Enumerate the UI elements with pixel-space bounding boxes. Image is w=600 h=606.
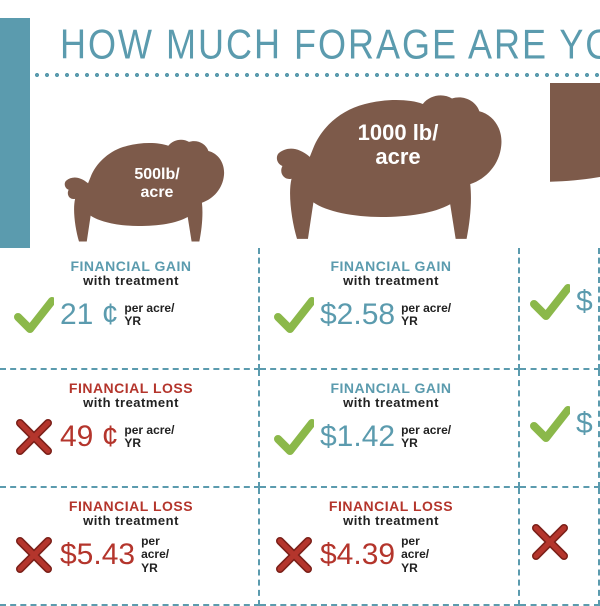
cross-icon (274, 535, 314, 575)
per-label: per acre/YR (124, 424, 174, 450)
amount: 49 ¢ (60, 420, 118, 454)
cell-r2-c1: FINANCIAL LOSSwith treatment $4.39peracre… (260, 488, 520, 606)
per-label: per acre/YR (401, 424, 451, 450)
amount: $1.42 (320, 420, 395, 454)
per-label: peracre/YR (141, 535, 169, 575)
amount: $5.43 (60, 538, 135, 572)
cell-r2-c0: FINANCIAL LOSSwith treatment $5.43peracre… (0, 488, 260, 606)
value-row: $ (530, 282, 588, 322)
check-icon (274, 295, 314, 335)
value-row: $ (530, 404, 588, 444)
check-icon (530, 404, 570, 444)
cell-heading: FINANCIAL GAINwith treatment (14, 258, 248, 289)
cell-r0-c2: $ (520, 248, 600, 370)
cell-heading: FINANCIAL GAINwith treatment (274, 258, 508, 289)
check-icon (274, 417, 314, 457)
cell-r1-c1: FINANCIAL GAINwith treatment $1.42per acr… (260, 370, 520, 488)
cross-icon (530, 522, 570, 562)
main-title: HOW MUCH FORAGE ARE YOU PR (0, 0, 600, 76)
per-label: per acre/YR (401, 302, 451, 328)
cell-heading: FINANCIAL LOSSwith treatment (14, 498, 248, 529)
cross-icon (14, 417, 54, 457)
cow-small-label: 500lb/ acre (122, 166, 192, 201)
cow-icon (270, 93, 510, 248)
amount: $ (576, 285, 593, 319)
check-icon (14, 295, 54, 335)
cow-small: 500lb/ acre (60, 138, 230, 248)
cell-r1-c2: $ (520, 370, 600, 488)
cell-r2-c2 (520, 488, 600, 606)
cow-small-label-l1: 500lb/ (134, 166, 179, 183)
cell-heading: FINANCIAL GAINwith treatment (274, 380, 508, 411)
cell-r1-c0: FINANCIAL LOSSwith treatment 49 ¢per acre… (0, 370, 260, 488)
cow-xlarge-partial (550, 83, 600, 248)
cow-small-label-l2: acre (141, 184, 174, 201)
amount: $4.39 (320, 538, 395, 572)
amount: $2.58 (320, 298, 395, 332)
data-grid: FINANCIAL GAINwith treatment21 ¢per acre… (0, 248, 600, 606)
amount: 21 ¢ (60, 298, 118, 332)
amount: $ (576, 407, 593, 441)
cross-icon (14, 535, 54, 575)
value-row: $5.43peracre/YR (14, 535, 248, 575)
cow-large: 1000 lb/ acre (270, 93, 510, 248)
cell-heading: FINANCIAL LOSSwith treatment (14, 380, 248, 411)
value-row: $1.42per acre/YR (274, 417, 508, 457)
cow-large-label: 1000 lb/ acre (348, 121, 448, 169)
per-label: per acre/YR (124, 302, 174, 328)
per-label: peracre/YR (401, 535, 429, 575)
cow-large-label-l2: acre (375, 144, 420, 169)
cow-icon (550, 83, 600, 248)
value-row: 49 ¢per acre/YR (14, 417, 248, 457)
check-icon (530, 282, 570, 322)
value-row: $2.58per acre/YR (274, 295, 508, 335)
value-row (530, 522, 588, 562)
value-row: 21 ¢per acre/YR (14, 295, 248, 335)
cow-large-label-l1: 1000 lb/ (358, 120, 439, 145)
cell-heading: FINANCIAL LOSSwith treatment (274, 498, 508, 529)
cow-row: 500lb/ acre 1000 lb/ acre (0, 88, 600, 248)
cell-r0-c0: FINANCIAL GAINwith treatment 21 ¢per acre… (0, 248, 260, 370)
value-row: $4.39peracre/YR (274, 535, 508, 575)
cell-r0-c1: FINANCIAL GAINwith treatment $2.58per acr… (260, 248, 520, 370)
